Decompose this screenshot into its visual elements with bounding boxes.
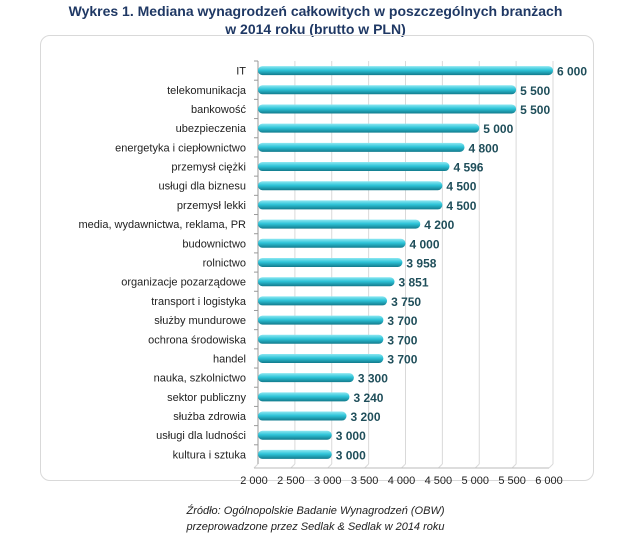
data-label: 3 300 <box>358 372 388 386</box>
data-label: 3 700 <box>387 352 417 366</box>
bar <box>258 238 406 248</box>
data-label: 3 240 <box>353 391 383 405</box>
bar <box>258 142 465 152</box>
data-label: 4 596 <box>453 161 483 175</box>
grid-floor <box>327 463 333 469</box>
bar <box>258 392 350 402</box>
data-label: 6 000 <box>557 65 587 79</box>
grid-floor <box>438 463 443 469</box>
data-label: 4 200 <box>424 218 454 232</box>
category-label: energetyka i ciepłownictwo <box>115 142 246 154</box>
category-label: IT <box>236 66 246 78</box>
x-tick-label: 3 500 <box>351 475 379 487</box>
x-tick-label: 4 500 <box>425 475 453 487</box>
category-label: ubezpieczenia <box>176 123 247 135</box>
category-label: przemysł lekki <box>177 200 246 212</box>
data-label: 3 851 <box>399 276 429 290</box>
bar <box>258 162 450 172</box>
data-label: 3 000 <box>336 429 366 443</box>
x-tick-label: 6 000 <box>535 475 563 487</box>
bar <box>258 449 332 459</box>
category-label: transport i logistyka <box>151 296 247 308</box>
bar <box>258 373 354 383</box>
grid-floor <box>548 463 554 469</box>
bar <box>258 200 443 210</box>
grid-floor <box>290 463 296 469</box>
bar <box>258 219 421 229</box>
category-label: usługi dla ludności <box>156 430 246 442</box>
data-label: 4 500 <box>446 180 476 194</box>
bar <box>258 258 403 267</box>
bar <box>258 181 443 191</box>
category-label: kultura i sztuka <box>173 449 247 461</box>
category-label: przemysł ciężki <box>171 162 246 174</box>
source-note: Źródło: Ogólnopolskie Badanie Wynagrodze… <box>0 503 631 535</box>
bar <box>258 296 388 306</box>
category-label: budownictwo <box>182 238 246 250</box>
category-label: bankowość <box>191 104 247 116</box>
data-label: 4 500 <box>446 199 476 213</box>
category-label: media, wydawnictwa, reklama, PR <box>78 219 246 231</box>
x-tick-label: 5 500 <box>498 475 526 487</box>
data-label: 3 200 <box>351 410 381 424</box>
x-tick-label: 2 000 <box>240 475 268 487</box>
source-line-1: Źródło: Ogólnopolskie Badanie Wynagrodze… <box>186 505 445 517</box>
bar <box>258 104 517 114</box>
bar <box>258 315 384 325</box>
data-label: 5 500 <box>520 84 550 98</box>
x-tick-label: 2 500 <box>277 475 305 487</box>
bar <box>258 85 517 95</box>
category-label: handel <box>213 353 246 365</box>
grid-floor <box>253 463 259 469</box>
data-label: 3 000 <box>336 448 366 462</box>
data-label: 3 700 <box>387 333 417 347</box>
category-label: sektor publiczny <box>167 392 246 404</box>
category-label: ochrona środowiska <box>148 334 247 346</box>
chart-title: Wykres 1. Mediana wynagrodzeń całkowityc… <box>0 2 631 38</box>
source-line-2: przeprowadzone przez Sedlak & Sedlak w 2… <box>186 521 445 533</box>
data-label: 5 000 <box>483 122 513 136</box>
category-label: służba zdrowia <box>173 411 247 423</box>
title-line-2: w 2014 roku (brutto w PLN) <box>225 21 406 37</box>
chart-frame <box>40 35 594 481</box>
bar <box>258 430 332 440</box>
x-tick-label: 3 000 <box>314 475 342 487</box>
grid-floor <box>511 463 517 469</box>
category-label: służby mundurowe <box>154 315 246 327</box>
category-label: nauka, szkolnictwo <box>154 373 246 385</box>
title-line-1: Wykres 1. Mediana wynagrodzeń całkowityc… <box>68 3 563 19</box>
bar <box>258 66 553 76</box>
category-label: rolnictwo <box>203 258 246 270</box>
data-label: 4 800 <box>469 141 499 155</box>
grid-floor <box>364 463 369 469</box>
data-label: 3 750 <box>391 295 421 309</box>
category-label: usługi dla biznesu <box>159 181 246 193</box>
grid-floor <box>401 463 406 469</box>
bar <box>258 277 395 287</box>
category-label: telekomunikacja <box>167 85 247 97</box>
bar <box>258 334 384 344</box>
category-label: organizacje pozarządowe <box>121 277 246 289</box>
data-label: 3 700 <box>387 314 417 328</box>
data-label: 4 000 <box>410 237 440 251</box>
bar <box>258 411 347 421</box>
grid-floor <box>474 463 480 469</box>
data-label: 5 500 <box>520 103 550 117</box>
x-tick-label: 5 000 <box>461 475 489 487</box>
data-label: 3 958 <box>406 257 436 271</box>
bar <box>258 123 480 133</box>
x-tick-label: 4 000 <box>388 475 416 487</box>
bar <box>258 353 384 363</box>
